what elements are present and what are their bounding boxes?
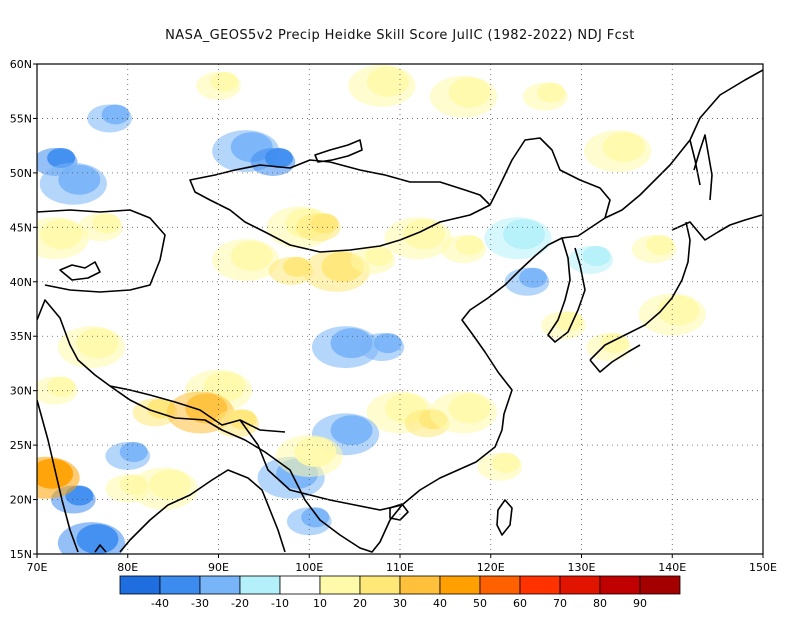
colorbar-label: 10 [313, 597, 327, 610]
colorbar-swatch [479, 575, 521, 595]
score-patch [484, 217, 552, 260]
colorbar-swatch [359, 575, 401, 595]
colorbar-swatch [239, 575, 281, 595]
colorbar-swatch [319, 575, 361, 595]
colorbar-label: 50 [473, 597, 487, 610]
score-patch [568, 246, 613, 274]
score-patch [37, 217, 89, 260]
lon-tick-label: 120E [477, 561, 505, 574]
map-gridlines [37, 64, 763, 554]
score-patch [286, 507, 332, 536]
lat-tick-label: 35N [10, 330, 32, 343]
score-patch [78, 213, 123, 242]
lon-tick-label: 140E [658, 561, 686, 574]
score-patch [441, 235, 486, 264]
colorbar-label: 20 [353, 597, 367, 610]
colorbar-swatch [639, 575, 681, 595]
score-patch [477, 452, 523, 481]
colorbar-label: 60 [513, 597, 527, 610]
colorbar-label: 90 [633, 597, 647, 610]
colorbar: -40 -30 -20 -10 10 20 30 40 50 60 70 80 90 [119, 575, 681, 610]
colorbar-label: 70 [553, 597, 567, 610]
score-patch [250, 148, 296, 176]
lat-tick-label: 30N [10, 385, 32, 398]
latitude-labels: 15N 20N 25N 30N 35N 40N 45N 50N 55N 60N [10, 58, 37, 561]
score-patch [39, 162, 107, 205]
score-patch [295, 213, 341, 242]
colorbar-swatch [439, 575, 481, 595]
lon-tick-label: 80E [117, 561, 138, 574]
colorbar-label: -20 [231, 597, 249, 610]
lat-tick-label: 40N [10, 276, 32, 289]
colorbar-label: -10 [271, 597, 289, 610]
lon-tick-label: 100E [295, 561, 323, 574]
colorbar-label: 80 [593, 597, 607, 610]
score-patch [130, 467, 198, 510]
longitude-labels: 70E 80E 90E 100E 110E 120E 130E 140E 150E [27, 554, 777, 574]
lat-tick-label: 20N [10, 494, 32, 507]
lon-tick-label: 90E [208, 561, 229, 574]
lat-tick-label: 60N [10, 58, 32, 71]
score-patch [105, 442, 151, 470]
score-patch [57, 326, 126, 369]
lon-tick-label: 130E [568, 561, 596, 574]
colorbar-swatch [279, 575, 321, 595]
map-title: NASA_GEOS5v2 Precip Heidke Skill Score J… [165, 28, 635, 43]
lat-tick-label: 55N [10, 112, 32, 125]
lon-tick-label: 70E [27, 561, 48, 574]
score-patch [429, 75, 498, 118]
score-patch [348, 64, 416, 107]
colorbar-swatch [199, 575, 241, 595]
score-patch [359, 333, 405, 362]
score-patch [429, 391, 498, 434]
lat-tick-label: 45N [10, 221, 32, 234]
score-patch [87, 104, 132, 133]
colorbar-label: 30 [393, 597, 407, 610]
colorbar-swatch [559, 575, 601, 595]
coastlines-and-borders [37, 69, 763, 553]
colorbar-label: -40 [151, 597, 169, 610]
score-patch [196, 71, 241, 100]
score-patch [37, 376, 78, 405]
colorbar-label: -30 [191, 597, 209, 610]
score-patch [37, 456, 80, 499]
score-patch [350, 246, 396, 274]
colorbar-label: 40 [433, 597, 447, 610]
colorbar-swatch [159, 575, 201, 595]
lat-tick-label: 15N [10, 548, 32, 561]
colorbar-swatch [519, 575, 561, 595]
score-patch [57, 522, 126, 554]
lon-tick-label: 150E [749, 561, 777, 574]
score-patch [584, 130, 652, 173]
score-patch [275, 435, 343, 477]
score-patch [212, 239, 280, 281]
score-patch [586, 333, 632, 362]
score-patch [631, 235, 677, 264]
lon-tick-label: 110E [386, 561, 414, 574]
lat-tick-label: 50N [10, 167, 32, 180]
score-patch [384, 217, 452, 260]
lat-tick-label: 25N [10, 439, 32, 452]
score-patch [522, 82, 568, 111]
colorbar-swatch [399, 575, 441, 595]
colorbar-swatch [119, 575, 161, 595]
colorbar-swatch [599, 575, 641, 595]
